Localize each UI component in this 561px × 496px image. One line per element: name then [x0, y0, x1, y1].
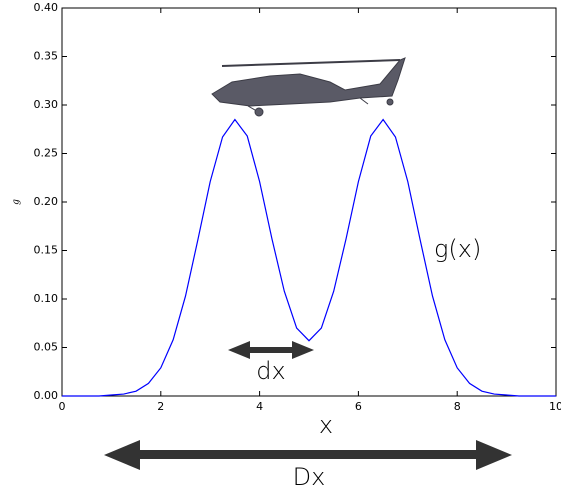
annotation: g(x) — [434, 235, 481, 263]
y-tick-label: 0.15 — [34, 244, 59, 257]
x-tick-label: 10 — [549, 400, 561, 413]
y-tick-label: 0.25 — [34, 147, 59, 160]
x-tick-label: 6 — [355, 400, 362, 413]
y-tick-label: 0.05 — [34, 341, 59, 354]
line — [62, 118, 556, 397]
plot-frame — [61, 7, 557, 397]
y-tick-label: 0.30 — [34, 98, 59, 111]
y-tick-label: 0.35 — [34, 50, 59, 63]
dx-arrow — [228, 341, 314, 359]
x-axis-label: x — [319, 411, 333, 439]
y-tick-label: 0.10 — [34, 292, 59, 305]
y-tick-label: 0.00 — [34, 389, 59, 402]
x-tick-label: 8 — [454, 400, 461, 413]
x-tick-label: 2 — [157, 400, 164, 413]
y-axis-label: g — [12, 199, 22, 205]
helicopter — [211, 57, 406, 117]
y-tick-label: 0.40 — [34, 1, 59, 14]
x-tick-label: 0 — [59, 400, 66, 413]
y-tick-label: 0.20 — [34, 195, 59, 208]
annotation: dx — [256, 357, 285, 385]
x-tick-label: 4 — [256, 400, 263, 413]
Dx-arrow — [104, 440, 512, 470]
annotation: Dx — [293, 463, 326, 491]
